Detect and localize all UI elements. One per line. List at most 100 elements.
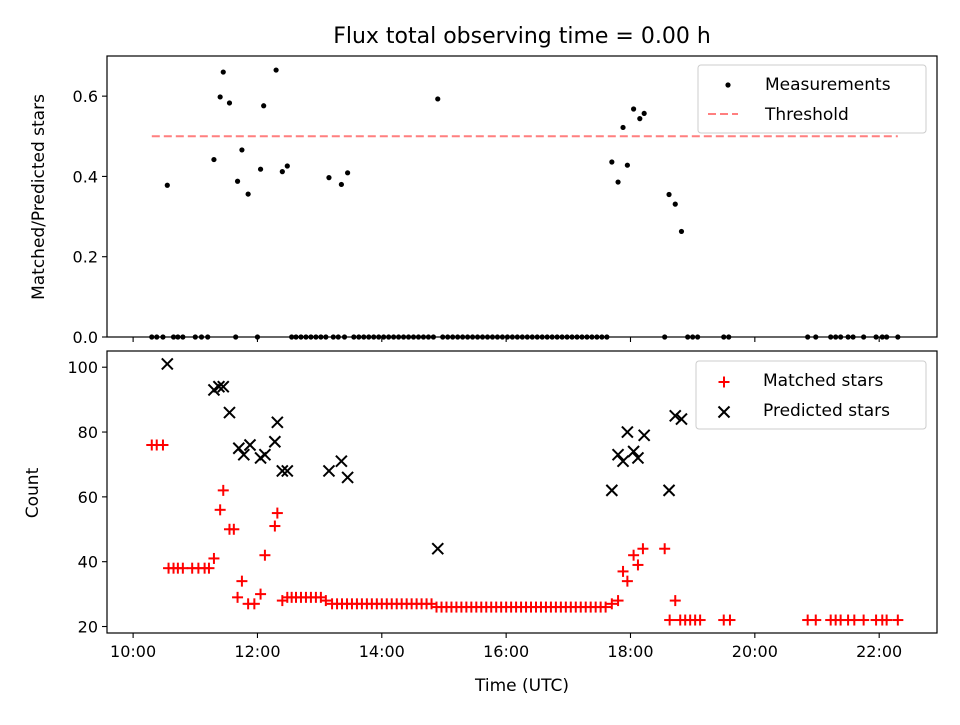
- predicted-star-point-b: [662, 484, 676, 497]
- predicted-star-point-b: [675, 412, 688, 426]
- measurement-point: [239, 147, 245, 153]
- count-x-tick-label: 12:00: [234, 642, 280, 661]
- matched-star-point: [810, 614, 822, 626]
- legend-count-label-0: Matched stars: [763, 371, 883, 391]
- predicted-star-point-b: [322, 464, 336, 478]
- legend-count-label-1: Predicted stars: [763, 401, 890, 421]
- predicted-star-point: [431, 542, 444, 555]
- predicted-star-point-b: [627, 445, 640, 458]
- predicted-star-point: [237, 448, 250, 461]
- matched-star-point: [157, 439, 169, 451]
- legend-count-swatch-1: [717, 405, 731, 419]
- predicted-star-point: [243, 438, 257, 452]
- measurement-point: [637, 116, 643, 122]
- ratio-y-tick-label: 0.2: [73, 248, 98, 267]
- matched-star-point: [694, 614, 706, 626]
- predicted-star-point: [675, 412, 688, 426]
- predicted-star-point: [662, 484, 676, 497]
- count-y-tick-label: 100: [67, 358, 98, 377]
- predicted-star-point-b: [271, 416, 284, 429]
- measurement-point: [226, 100, 233, 106]
- predicted-star-point: [605, 484, 619, 497]
- measurement-point: [164, 182, 170, 188]
- predicted-star-point-b: [276, 464, 289, 478]
- matched-star-point: [669, 595, 681, 607]
- predicted-star-point: [268, 435, 282, 448]
- ratio-legend: Measurements Threshold: [697, 64, 927, 134]
- measurement-point: [435, 96, 441, 102]
- matched-star-point: [664, 614, 676, 626]
- matched-star-point: [617, 565, 629, 577]
- predicted-star-point-b: [268, 435, 282, 448]
- matched-star-point: [320, 595, 332, 607]
- predicted-star-point: [616, 454, 630, 468]
- measurement-point: [234, 178, 241, 184]
- count-series-0: [146, 439, 904, 626]
- predicted-star-point-b: [237, 448, 250, 461]
- predicted-star-point: [637, 429, 651, 442]
- predicted-star-point-b: [217, 380, 230, 393]
- measurement-point: [672, 201, 678, 207]
- matched-star-point: [621, 575, 633, 587]
- count-y-tick-label: 60: [78, 488, 98, 507]
- count-y-axis-label: Count: [23, 467, 43, 518]
- matched-star-point: [217, 484, 229, 496]
- predicted-star-point: [271, 416, 284, 429]
- predicted-star-point: [341, 471, 354, 484]
- count-panel: 20 40 60 80 100 10:00 12:00 14:00 16:00 18:00 20:0…: [23, 350, 938, 696]
- predicted-star-point-b: [611, 448, 625, 461]
- matched-star-point: [892, 614, 904, 626]
- matched-star-point: [232, 591, 244, 603]
- predicted-star-point-b: [212, 380, 226, 393]
- count-axes-frame: [106, 350, 938, 634]
- measurement-point: [338, 181, 344, 188]
- matched-star-point: [271, 507, 283, 519]
- measurement-point: [284, 163, 290, 169]
- legend-ratio-swatch-0: [725, 82, 731, 88]
- predicted-star-point: [258, 448, 272, 461]
- count-legend-box: [695, 360, 927, 430]
- matched-star-point: [659, 543, 671, 555]
- matched-star-point: [228, 523, 240, 535]
- predicted-star-point-b: [621, 425, 634, 439]
- measurement-point: [666, 191, 672, 198]
- matched-star-point: [858, 614, 870, 626]
- figure-title: Flux total observing time = 0.00 h: [333, 24, 711, 49]
- predicted-star-point: [276, 464, 289, 478]
- measurement-point: [641, 110, 647, 117]
- legend-ratio-label-1: Threshold: [764, 105, 849, 125]
- measurement-point: [220, 69, 226, 75]
- predicted-star-point: [621, 425, 634, 439]
- matched-star-point: [259, 549, 271, 561]
- predicted-star-point: [232, 442, 246, 455]
- predicted-star-point: [212, 380, 226, 393]
- predicted-star-point-b: [223, 406, 236, 419]
- predicted-star-point: [669, 409, 682, 423]
- measurement-point: [257, 166, 264, 172]
- count-legend: Matched stars Predicted stars: [695, 360, 927, 430]
- predicted-star-point: [223, 406, 236, 419]
- predicted-star-point: [335, 454, 348, 468]
- count-x-tick-label: 14:00: [359, 642, 405, 661]
- measurement-point: [211, 156, 217, 163]
- predicted-star-point-b: [281, 464, 294, 478]
- matched-star-point: [177, 562, 189, 574]
- count-x-tick-label: 22:00: [856, 642, 902, 661]
- count-y-tick-label: 20: [78, 618, 98, 637]
- matched-star-point: [269, 520, 281, 532]
- matched-star-point: [637, 543, 649, 555]
- predicted-star-point-b: [669, 409, 682, 423]
- count-x-tick-label: 20:00: [732, 642, 778, 661]
- measurement-point: [678, 228, 685, 235]
- matched-star-point: [606, 598, 618, 610]
- measurement-point: [261, 103, 267, 109]
- matched-star-point: [612, 595, 624, 607]
- predicted-star-point-b: [341, 471, 354, 484]
- matched-star-point: [600, 601, 612, 613]
- predicted-star-point: [322, 464, 336, 478]
- measurement-point: [630, 106, 637, 112]
- ratio-axes-frame: [106, 55, 938, 338]
- legend-ratio-label-0: Measurements: [765, 75, 891, 95]
- measurement-point: [326, 175, 332, 181]
